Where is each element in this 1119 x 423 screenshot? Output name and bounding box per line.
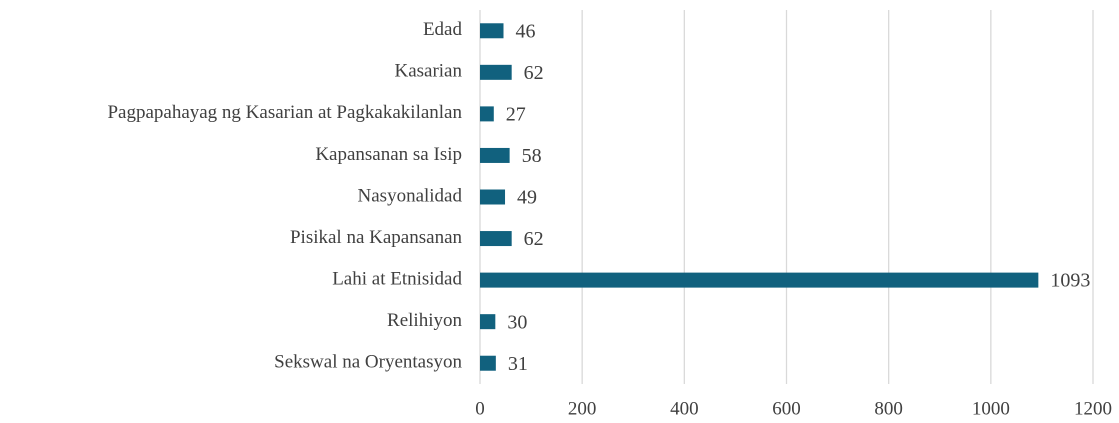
x-tick-label: 200: [568, 398, 597, 419]
value-label: 30: [507, 311, 527, 333]
y-tick-label: Sekswal na Oryentasyon: [274, 352, 462, 373]
y-tick-label: Kasarian: [394, 61, 462, 82]
x-tick-label: 400: [670, 398, 699, 419]
bar: [480, 189, 506, 205]
x-tick-label: 0: [475, 398, 485, 419]
y-tick-label: Edad: [423, 19, 463, 40]
x-tick-label: 1000: [972, 398, 1010, 419]
bar: [480, 314, 496, 330]
bar: [480, 106, 494, 122]
value-label: 31: [508, 353, 528, 375]
x-tick-label: 1200: [1074, 398, 1112, 419]
value-label: 49: [517, 187, 537, 209]
bar: [480, 231, 512, 247]
y-tick-label: Pisikal na Kapansanan: [290, 227, 463, 248]
bar: [480, 147, 510, 163]
bar: [480, 355, 496, 371]
x-tick-label: 800: [874, 398, 903, 419]
y-tick-label: Nasyonalidad: [358, 185, 463, 206]
value-label: 1093: [1050, 270, 1090, 292]
y-tick-label: Lahi at Etnisidad: [332, 268, 462, 289]
value-label: 62: [524, 62, 544, 84]
bar: [480, 23, 504, 39]
value-label: 46: [515, 20, 535, 42]
y-tick-label: Kapansanan sa Isip: [315, 144, 462, 165]
value-label: 58: [522, 145, 542, 167]
value-label: 27: [506, 103, 526, 125]
y-tick-label: Relihiyon: [387, 310, 462, 331]
bar: [480, 64, 512, 80]
x-tick-label: 600: [772, 398, 801, 419]
bar: [480, 272, 1039, 288]
y-tick-label: Pagpapahayag ng Kasarian at Pagkakakilan…: [107, 102, 462, 123]
value-label: 62: [524, 228, 544, 250]
